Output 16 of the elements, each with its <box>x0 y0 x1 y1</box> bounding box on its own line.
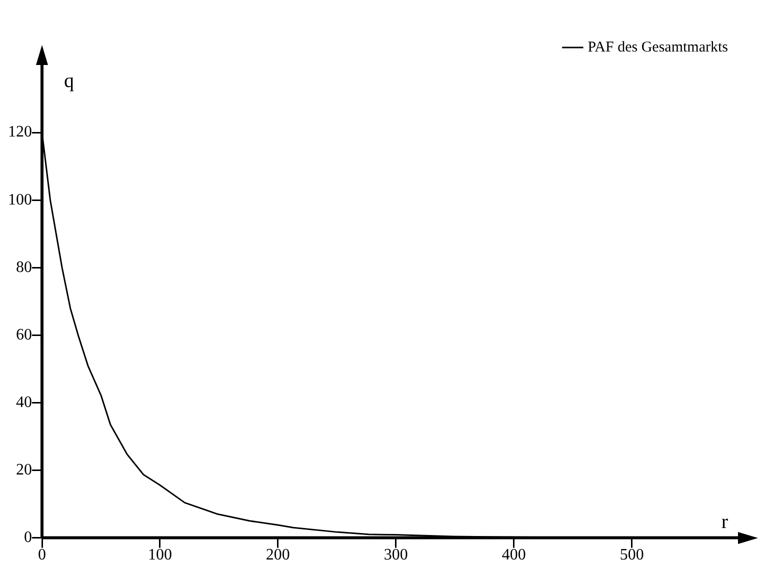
x-axis-title: r <box>721 510 728 533</box>
x-tick-label: 300 <box>384 546 408 564</box>
y-tick-label: 40 <box>16 394 32 411</box>
y-tick-label: 20 <box>16 461 32 478</box>
x-tick-label: 400 <box>502 546 526 564</box>
legend-label: PAF des Gesamtmarkts <box>588 39 728 56</box>
x-tick-label: 500 <box>620 546 644 564</box>
y-axis-title: q <box>64 70 74 92</box>
y-tick-label: 120 <box>8 124 32 141</box>
y-tick-label: 100 <box>8 191 32 208</box>
y-tick-label: 80 <box>16 258 32 276</box>
y-tick-label: 60 <box>16 326 32 344</box>
x-tick-label: 100 <box>148 546 172 564</box>
x-tick-label: 200 <box>266 546 290 564</box>
y-tick-label: 0 <box>24 529 32 546</box>
x-tick-label: 0 <box>38 546 46 564</box>
